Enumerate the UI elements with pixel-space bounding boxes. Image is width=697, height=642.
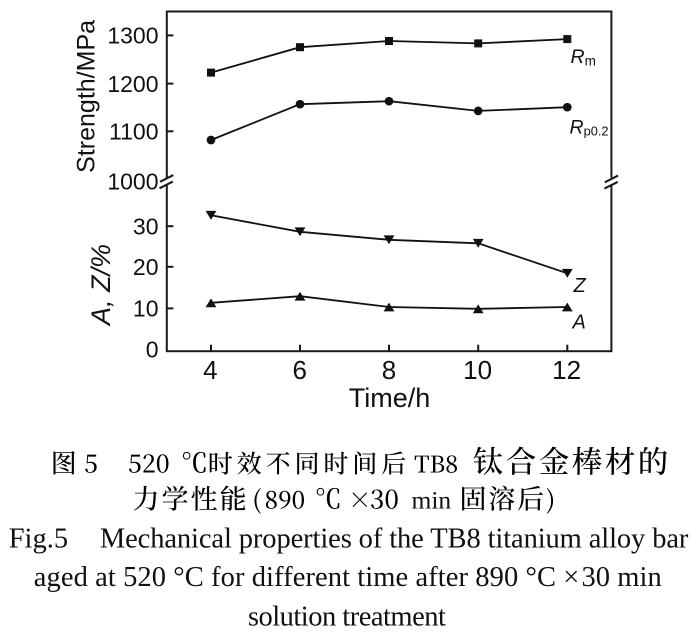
svg-text:12: 12: [552, 355, 581, 385]
svg-text:min: min: [412, 486, 452, 515]
svg-text:1300: 1300: [107, 23, 158, 49]
svg-text:Mechanical properties of the T: Mechanical properties of the TB8 titaniu…: [100, 523, 689, 554]
svg-text:A: A: [572, 312, 586, 334]
svg-text:Strength/MPa: Strength/MPa: [73, 20, 101, 173]
svg-text:aged at 520 °C for different t: aged at 520 °C for different time after …: [34, 562, 662, 593]
svg-text:4: 4: [203, 355, 217, 385]
svg-text:10: 10: [133, 296, 159, 322]
svg-text:A, Z/%: A, Z/%: [86, 244, 116, 327]
svg-text:1100: 1100: [109, 119, 158, 145]
svg-text:Time/h: Time/h: [349, 383, 431, 413]
svg-text:solution treatment: solution treatment: [248, 601, 446, 632]
svg-text:1000: 1000: [107, 169, 158, 195]
svg-text:Fig.5: Fig.5: [9, 523, 68, 554]
svg-text:10: 10: [463, 355, 492, 385]
svg-text:Z: Z: [573, 275, 587, 297]
svg-text:30: 30: [133, 213, 159, 239]
svg-text:8: 8: [382, 355, 396, 385]
svg-text:1200: 1200: [107, 71, 158, 97]
svg-text:6: 6: [292, 355, 306, 385]
svg-text:20: 20: [133, 254, 159, 280]
svg-text:0: 0: [146, 337, 159, 363]
